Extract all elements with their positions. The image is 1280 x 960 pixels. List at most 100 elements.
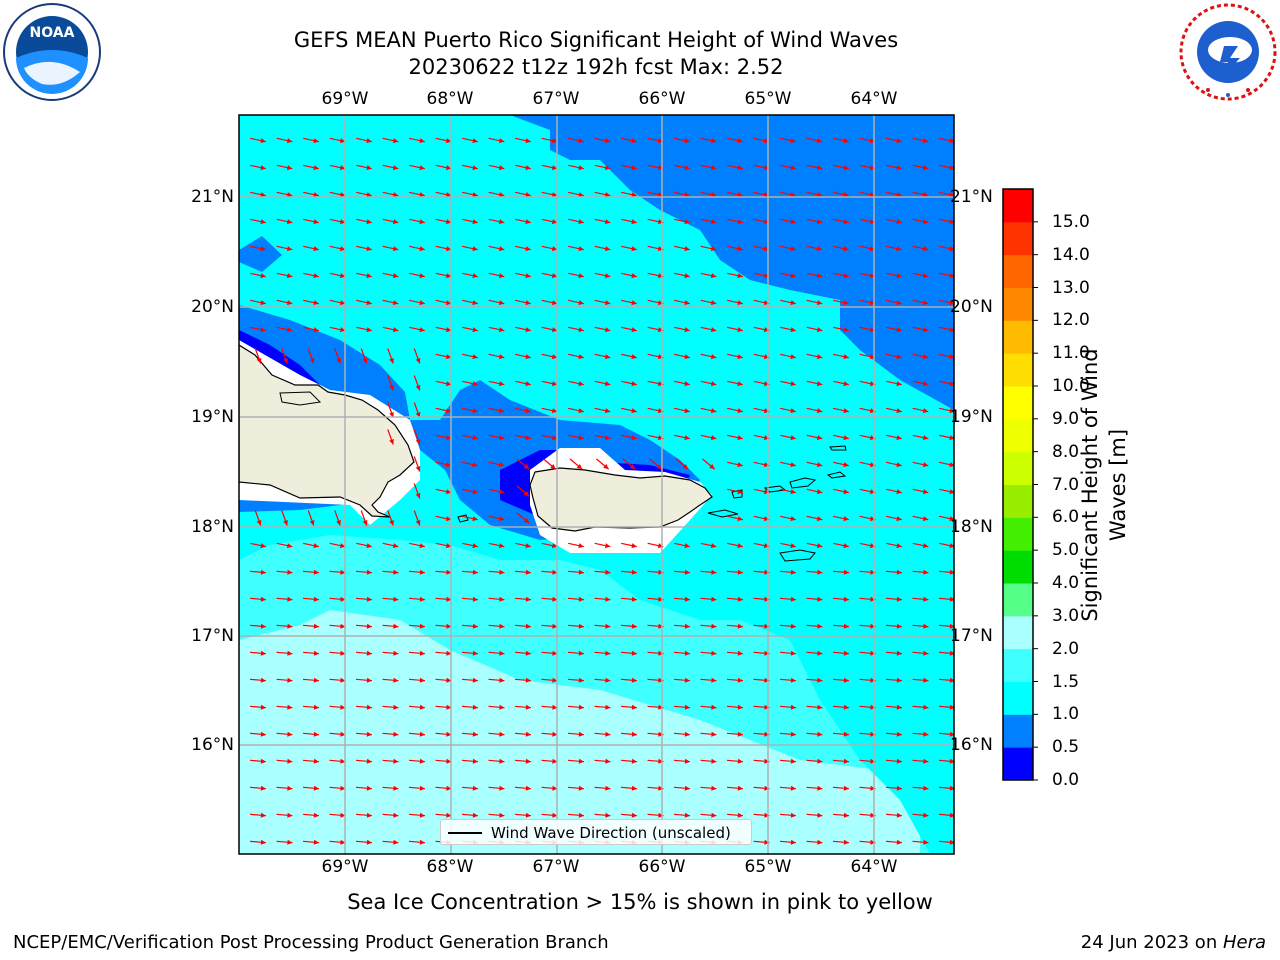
wave-direction-arrow (674, 218, 690, 225)
wave-direction-arrow (435, 191, 452, 198)
wave-direction-arrow (435, 623, 452, 629)
colorbar-segment (1003, 517, 1033, 551)
wave-direction-arrow (356, 164, 372, 171)
wave-direction-arrow (832, 677, 850, 683)
wind-wave-direction-arrows (249, 137, 954, 845)
wave-direction-arrow (886, 353, 902, 360)
wave-direction-arrow (620, 677, 638, 683)
wave-direction-arrow (302, 839, 320, 845)
wave-direction-arrow (912, 542, 929, 549)
wave-direction-arrow (568, 380, 584, 387)
lat-label-right: 20°N (950, 297, 993, 317)
wave-direction-arrow (859, 704, 876, 710)
wave-direction-arrow (753, 785, 770, 791)
wave-direction-arrow (541, 650, 558, 656)
wave-direction-arrow (568, 218, 584, 225)
wave-direction-arrow (462, 245, 478, 252)
footer-system: Hera (1222, 932, 1266, 953)
wave-direction-arrow (885, 704, 903, 710)
wave-direction-arrow (276, 326, 293, 333)
wave-direction-arrow (329, 731, 346, 737)
colorbar-tick-label: 4.0 (1052, 573, 1080, 593)
wave-direction-arrow (541, 164, 558, 171)
wave-direction-arrow (435, 380, 452, 387)
wave-direction-arrow (727, 272, 743, 279)
wave-direction-arrow (329, 650, 346, 656)
wave-direction-arrow (806, 137, 823, 144)
wave-direction-arrow (780, 191, 796, 198)
wave-direction-arrow (780, 434, 796, 441)
wave-direction-arrow (674, 542, 690, 549)
wave-direction-arrow (413, 402, 421, 418)
wave-direction-arrow (727, 137, 743, 144)
wave-direction-arrow (806, 731, 823, 737)
wave-direction-arrow (435, 758, 452, 764)
wave-direction-arrow (408, 623, 426, 629)
lat-label-left: 21°N (191, 187, 234, 207)
wave-direction-arrow (674, 272, 690, 279)
wave-direction-arrow (806, 758, 823, 764)
wave-direction-arrow (382, 623, 399, 629)
wave-direction-arrow (250, 164, 266, 171)
wave-direction-arrow (938, 650, 954, 656)
wave-direction-arrow (515, 272, 531, 279)
wave-direction-arrow (806, 812, 823, 818)
wave-direction-arrow (753, 623, 770, 629)
wave-direction-arrow (700, 569, 717, 575)
wave-direction-arrow (462, 542, 478, 549)
map-frame (238, 114, 955, 855)
wave-direction-arrow (409, 191, 425, 198)
footer-date: 24 Jun 2023 on Hera (1081, 932, 1266, 953)
wave-direction-arrow (541, 218, 558, 225)
colorbar-segment (1003, 287, 1033, 321)
wave-direction-arrow (886, 245, 902, 252)
wave-direction-arrow (461, 731, 479, 737)
wave-direction-arrow (647, 785, 664, 791)
wave-direction-arrow (568, 353, 584, 360)
wave-direction-arrow (780, 380, 796, 387)
wave-direction-arrow (594, 569, 611, 575)
wave-direction-arrow (700, 542, 717, 549)
wave-direction-arrow (912, 812, 929, 818)
wave-direction-arrow (886, 272, 902, 279)
wave-direction-arrow (833, 299, 849, 306)
sea-ice-note: Sea Ice Concentration > 15% is shown in … (347, 890, 933, 914)
wave-direction-arrow (329, 596, 346, 602)
wave-direction-arrow (515, 137, 531, 144)
wave-direction-arrow (302, 650, 320, 656)
wave-direction-arrow (488, 488, 505, 495)
wave-direction-arrow (674, 245, 690, 252)
wave-direction-arrow (249, 704, 267, 710)
wave-direction-arrow (303, 191, 319, 198)
wave-direction-arrow (938, 731, 954, 737)
wave-direction-arrow (435, 704, 452, 710)
wave-direction-arrow (382, 839, 399, 845)
wave-direction-arrow (700, 380, 717, 387)
wave-direction-arrow (621, 353, 637, 360)
wave-direction-arrow (938, 812, 954, 818)
wave-direction-arrow (250, 245, 266, 252)
wave-direction-arrow (567, 677, 585, 683)
wave-direction-arrow (387, 348, 394, 364)
wave-direction-arrow (594, 434, 611, 441)
wave-direction-arrow (355, 731, 373, 737)
wave-direction-arrow (360, 348, 368, 364)
wave-direction-arrow (647, 623, 664, 629)
wave-direction-arrow (886, 515, 902, 522)
wave-direction-arrow (387, 429, 394, 445)
wave-direction-arrow (912, 515, 929, 522)
wave-direction-arrow (886, 434, 902, 441)
wave-direction-arrow (541, 812, 558, 818)
wave-direction-arrow (832, 596, 850, 602)
wave-direction-arrow (701, 458, 716, 470)
wave-direction-arrow (329, 677, 346, 683)
wave-direction-arrow (462, 191, 478, 198)
wave-direction-arrow (541, 407, 558, 414)
wave-direction-arrow (462, 326, 478, 333)
wave-direction-arrow (249, 569, 267, 575)
wave-direction-arrow (700, 353, 717, 360)
map-gridlines (239, 115, 954, 854)
wave-direction-arrow (488, 299, 505, 306)
wave-direction-arrow (387, 402, 394, 418)
wave-direction-arrow (833, 326, 849, 333)
